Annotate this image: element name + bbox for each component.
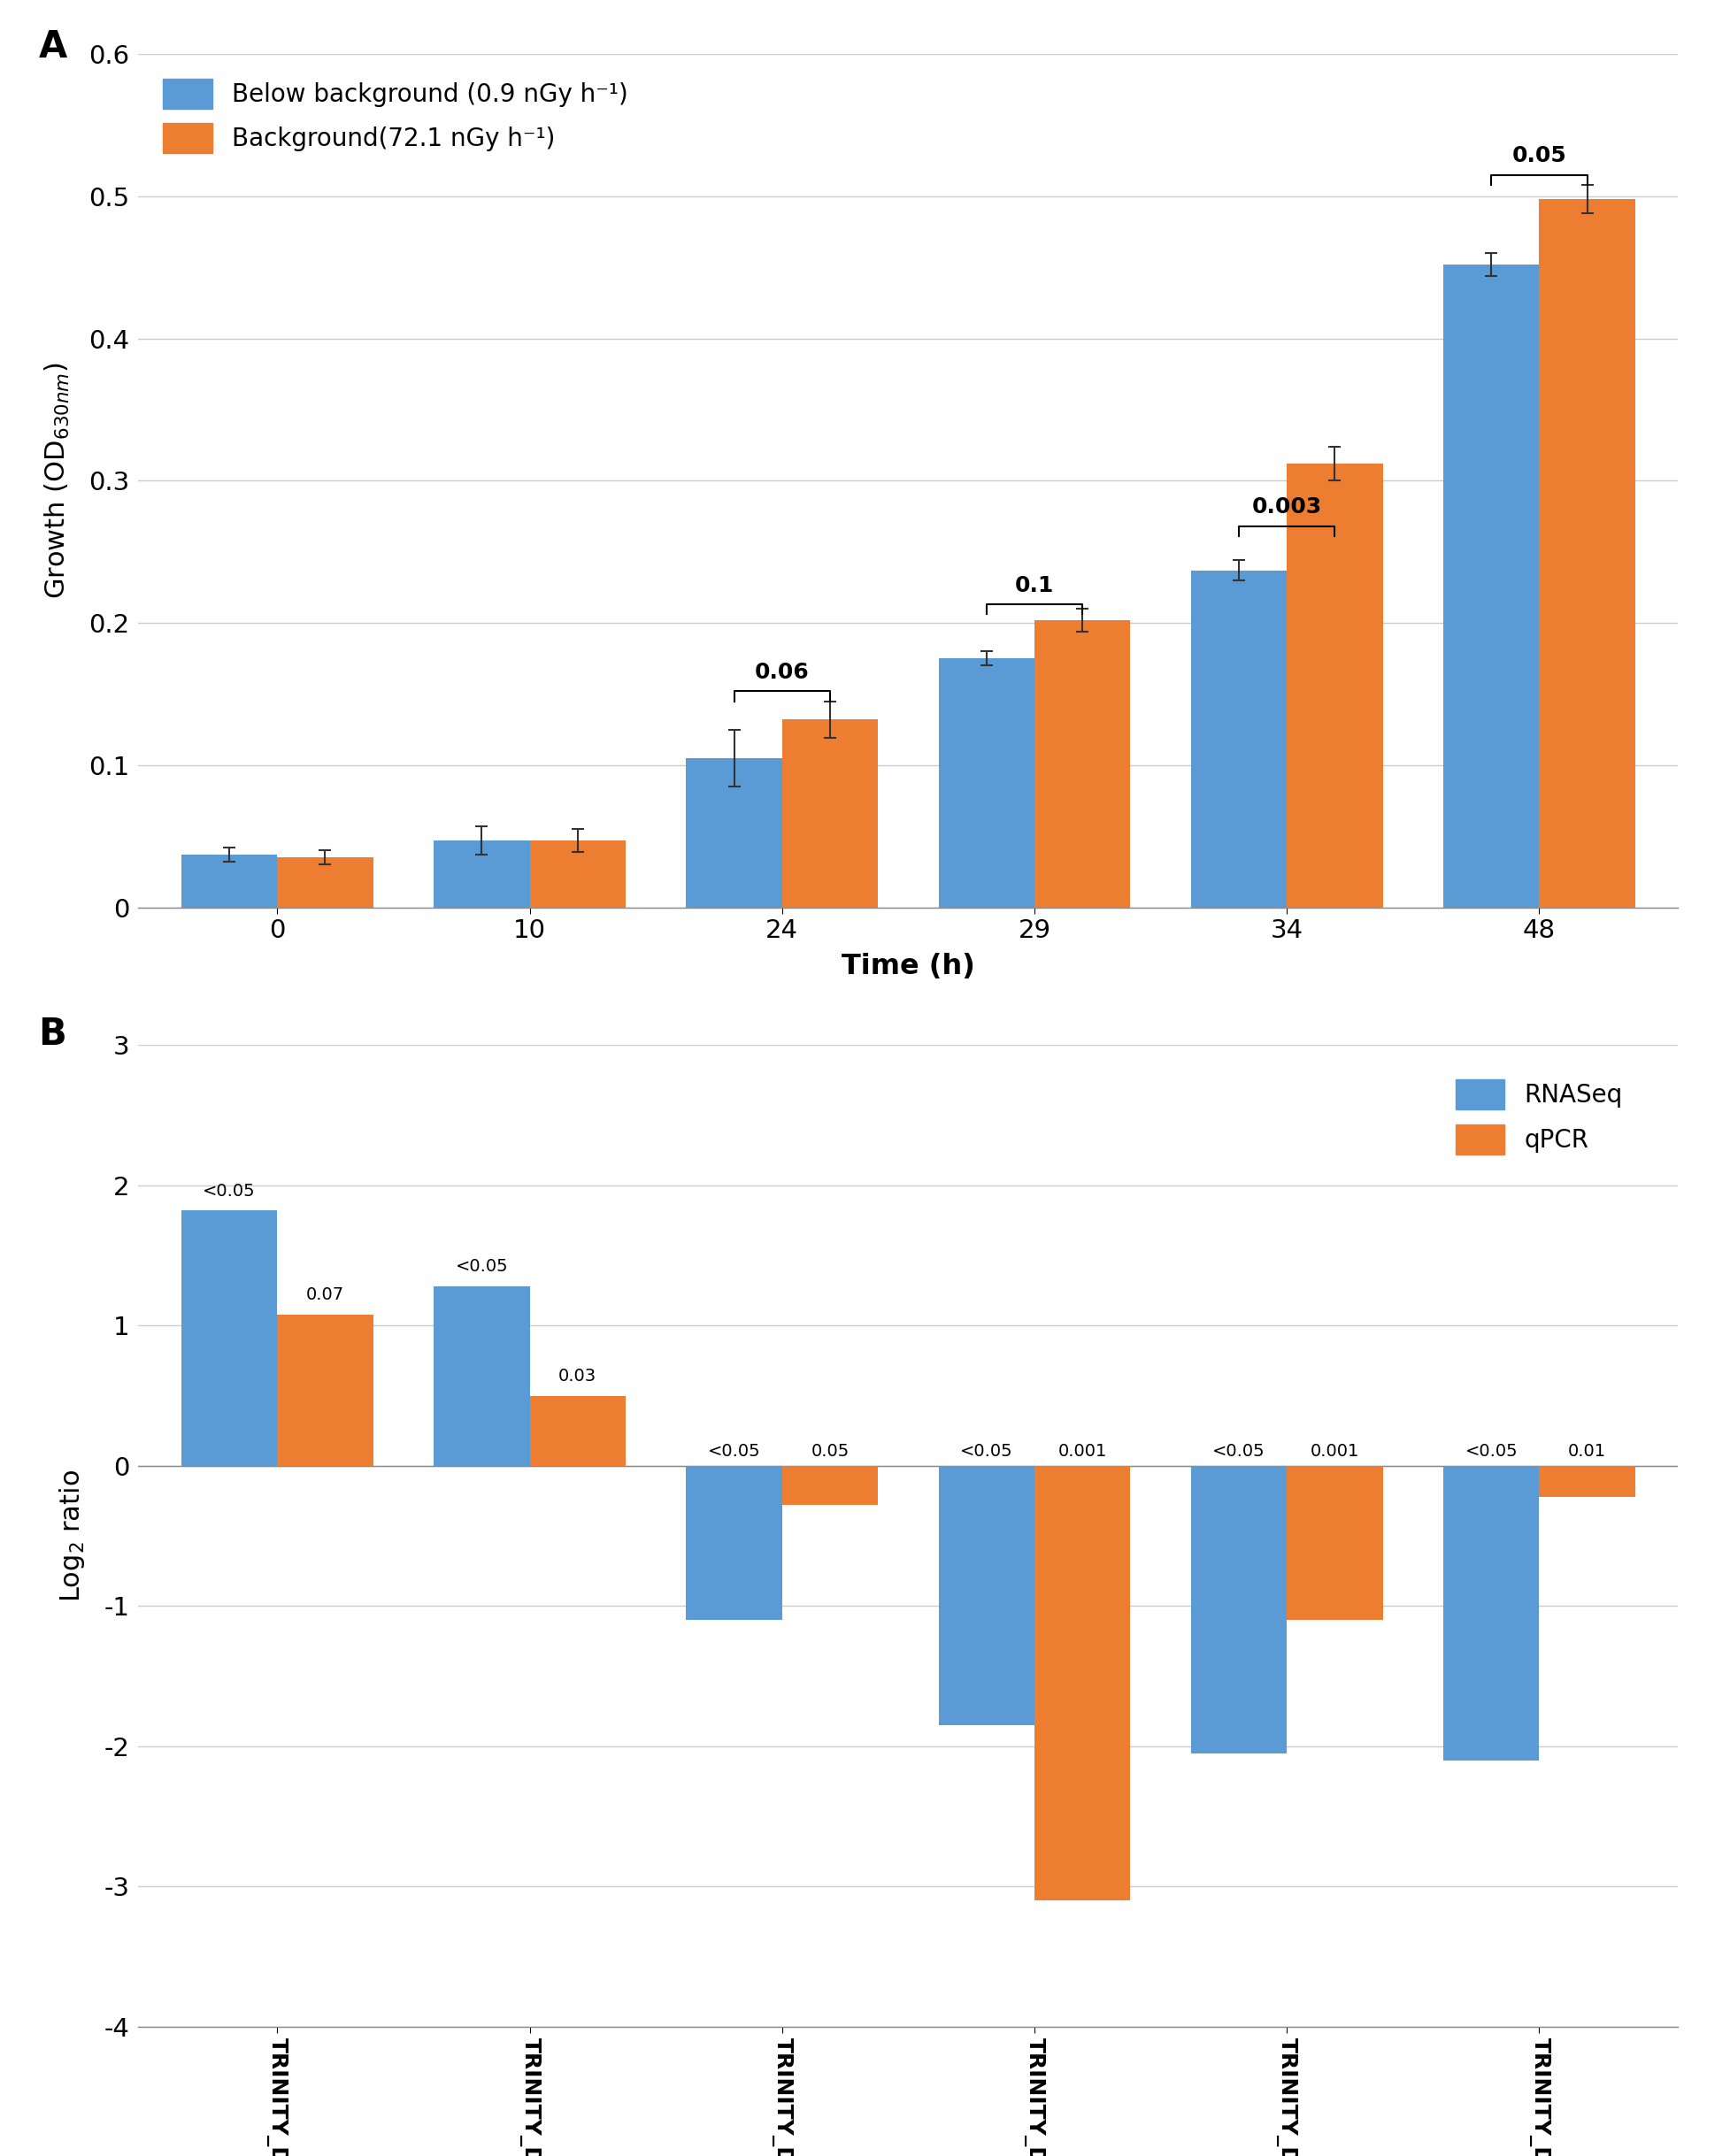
Text: A: A — [38, 28, 67, 65]
Bar — [1035, 1466, 1130, 1899]
Legend: Below background (0.9 nGy h⁻¹), Background(72.1 nGy h⁻¹): Below background (0.9 nGy h⁻¹), Backgrou… — [151, 67, 640, 166]
Bar — [687, 1466, 782, 1619]
Y-axis label: Growth (OD$_{630nm}$): Growth (OD$_{630nm}$) — [43, 362, 71, 599]
Text: B: B — [38, 1015, 66, 1052]
Text: 0.06: 0.06 — [754, 662, 810, 683]
Bar — [782, 1466, 877, 1505]
Text: <0.05: <0.05 — [202, 1181, 256, 1199]
Text: <0.05: <0.05 — [960, 1442, 1012, 1460]
Bar — [939, 1466, 1035, 1725]
Bar — [1287, 1466, 1382, 1619]
Bar — [529, 841, 626, 908]
Bar — [1190, 571, 1287, 908]
Bar — [182, 1210, 277, 1466]
X-axis label: Time (h): Time (h) — [841, 953, 976, 981]
Legend: RNASeq, qPCR: RNASeq, qPCR — [1443, 1067, 1635, 1166]
Bar — [1287, 464, 1382, 908]
Text: 0.1: 0.1 — [1016, 576, 1054, 595]
Bar — [1540, 198, 1635, 908]
Y-axis label: Log$_2$ ratio: Log$_2$ ratio — [57, 1470, 86, 1602]
Bar — [434, 841, 529, 908]
Text: 0.01: 0.01 — [1567, 1442, 1607, 1460]
Bar — [1035, 621, 1130, 908]
Bar — [434, 1287, 529, 1466]
Bar — [277, 858, 374, 908]
Text: <0.05: <0.05 — [455, 1259, 509, 1274]
Text: 0.03: 0.03 — [559, 1367, 597, 1384]
Bar — [782, 720, 877, 908]
Text: <0.05: <0.05 — [1213, 1442, 1265, 1460]
Text: 0.003: 0.003 — [1253, 496, 1322, 517]
Text: 0.001: 0.001 — [1059, 1442, 1107, 1460]
Bar — [277, 1315, 374, 1466]
Bar — [939, 658, 1035, 908]
Text: <0.05: <0.05 — [1465, 1442, 1517, 1460]
Text: 0.05: 0.05 — [1512, 144, 1567, 166]
Text: 0.05: 0.05 — [811, 1442, 849, 1460]
Bar — [1443, 1466, 1540, 1759]
Bar — [182, 854, 277, 908]
Bar — [529, 1395, 626, 1466]
Bar — [1443, 265, 1540, 908]
Bar — [1190, 1466, 1287, 1753]
Text: 0.001: 0.001 — [1310, 1442, 1360, 1460]
Text: <0.05: <0.05 — [708, 1442, 761, 1460]
Text: 0.07: 0.07 — [306, 1287, 344, 1302]
Bar — [687, 759, 782, 908]
Bar — [1540, 1466, 1635, 1496]
